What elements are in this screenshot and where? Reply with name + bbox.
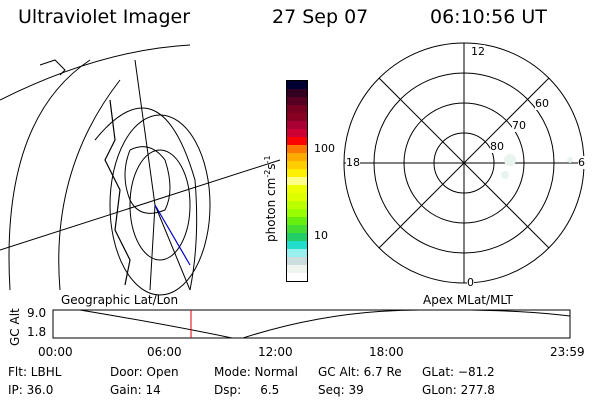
colorbar-segment bbox=[287, 273, 307, 281]
colorbar-segment bbox=[287, 169, 307, 177]
colorbar-segment bbox=[287, 129, 307, 137]
satellite-track bbox=[154, 204, 191, 266]
apex-label: Apex MLat/MLT bbox=[423, 293, 513, 307]
colorbar-segment bbox=[287, 89, 307, 97]
colorbar-segment bbox=[287, 249, 307, 257]
mlt-label-0: 0 bbox=[467, 276, 474, 289]
colorbar-segment bbox=[287, 233, 307, 241]
map-lat-circle bbox=[58, 79, 121, 291]
colorbar-tick-100: 100 bbox=[314, 142, 335, 155]
lat-label-60: 60 bbox=[535, 97, 549, 110]
map-grid-line bbox=[0, 44, 191, 101]
dsp-status: Dsp: 6.5 bbox=[214, 383, 280, 397]
colorbar-segment bbox=[287, 217, 307, 225]
ytick-9: 9.0 bbox=[27, 306, 47, 320]
date-label: 27 Sep 07 bbox=[272, 6, 369, 28]
door-status: Door: Open bbox=[110, 365, 179, 379]
colorbar-segment bbox=[287, 193, 307, 201]
colorbar-segment bbox=[287, 185, 307, 193]
colorbar bbox=[286, 80, 308, 282]
map-lat-circle bbox=[8, 59, 91, 291]
colorbar-segment bbox=[287, 153, 307, 161]
xtick-0: 00:00 bbox=[38, 345, 73, 359]
colorbar-segment bbox=[287, 241, 307, 249]
colorbar-segment bbox=[287, 225, 307, 233]
colorbar-segment bbox=[287, 177, 307, 185]
colorbar-segment bbox=[287, 201, 307, 209]
colorbar-segment bbox=[287, 161, 307, 169]
glon-status: GLon: 277.8 bbox=[422, 383, 495, 397]
mode-status: Mode: Normal bbox=[214, 365, 298, 379]
mlt-label-12: 12 bbox=[471, 45, 485, 58]
geographic-label: Geographic Lat/Lon bbox=[61, 293, 179, 307]
filter-status: Flt: LBHL bbox=[8, 365, 62, 379]
mlt-label-6: 6 bbox=[578, 156, 585, 169]
lat-label-70: 70 bbox=[512, 119, 526, 132]
instrument-title: Ultraviolet Imager bbox=[18, 6, 191, 28]
colorbar-tick-10: 10 bbox=[314, 229, 328, 242]
colorbar-segment bbox=[287, 265, 307, 273]
colorbar-segment bbox=[287, 145, 307, 153]
colorbar-segment bbox=[287, 105, 307, 113]
xtick-4: 23:59 bbox=[550, 345, 585, 359]
gc-alt-status: GC Alt: 6.7 Re bbox=[318, 365, 402, 379]
time-label: 06:10:56 UT bbox=[430, 6, 547, 28]
ip-status: IP: 36.0 bbox=[8, 383, 54, 397]
gain-status: Gain: 14 bbox=[110, 383, 161, 397]
xtick-3: 18:00 bbox=[369, 345, 404, 359]
colorbar-segment bbox=[287, 257, 307, 265]
xtick-2: 12:00 bbox=[258, 345, 293, 359]
colorbar-segment bbox=[287, 137, 307, 145]
colorbar-segment bbox=[287, 121, 307, 129]
ytick-1-8: 1.8 bbox=[27, 325, 47, 339]
seq-status: Seq: 39 bbox=[318, 383, 364, 397]
glat-status: GLat: −81.2 bbox=[422, 365, 495, 379]
xtick-1: 06:00 bbox=[147, 345, 182, 359]
colorbar-segment bbox=[287, 113, 307, 121]
lat-label-80: 80 bbox=[490, 140, 504, 153]
mlt-label-18: 18 bbox=[346, 156, 360, 169]
colorbar-segment bbox=[287, 81, 307, 89]
colorbar-segment bbox=[287, 97, 307, 105]
altitude-curve bbox=[53, 309, 571, 339]
colorbar-segment bbox=[287, 209, 307, 217]
